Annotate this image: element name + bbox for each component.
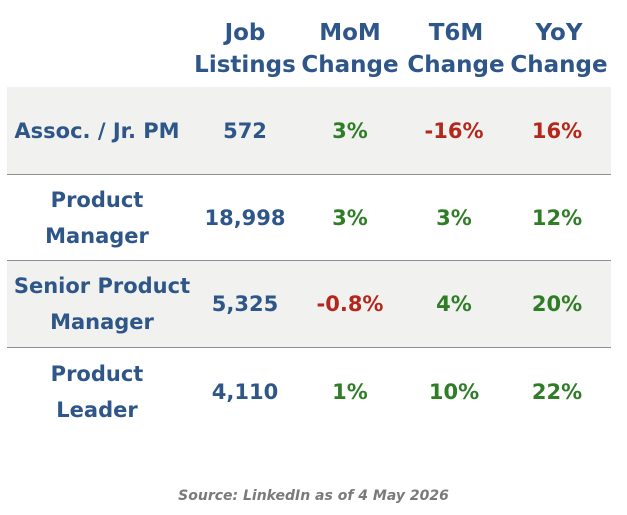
- t6m-value: 3%: [436, 205, 472, 230]
- table-header: Job Listings MoM Change T6M Change YoY C…: [0, 10, 627, 88]
- role-cell: Assoc. / Jr. PM: [7, 87, 187, 174]
- yoy-cell: 20%: [507, 261, 607, 347]
- listings-cell: 5,325: [195, 261, 295, 347]
- listings-cell: 4,110: [195, 348, 295, 436]
- header-mom-change: MoM Change: [297, 10, 403, 88]
- header-job-listings-line2: Listings: [194, 52, 296, 78]
- role-label: Senior Product: [13, 274, 191, 298]
- yoy-value: 22%: [531, 380, 583, 404]
- t6m-value: -16%: [424, 118, 484, 143]
- header-yoy-change-line1: YoY: [535, 20, 583, 46]
- t6m-value: 4%: [436, 292, 472, 316]
- yoy-value: 20%: [531, 292, 583, 316]
- t6m-cell: 10%: [404, 348, 504, 436]
- row-divider: [7, 260, 611, 261]
- role-cell: Product Leader: [7, 348, 187, 436]
- header-mom-change-line2: Change: [301, 52, 399, 78]
- source-note: Source: LinkedIn as of 4 May 2026: [178, 488, 449, 504]
- header-mom-change-line1: MoM: [319, 20, 381, 46]
- role-label: Product: [50, 187, 144, 212]
- yoy-cell: 16%: [507, 87, 607, 174]
- table-row-senior-product-manager: Senior Product Manager 5,325 -0.8% 4% 20…: [7, 261, 611, 347]
- t6m-cell: 3%: [404, 175, 504, 260]
- mom-value: 3%: [332, 118, 368, 143]
- header-t6m-change-line1: T6M: [428, 20, 484, 46]
- yoy-cell: 12%: [507, 175, 607, 260]
- t6m-cell: -16%: [404, 87, 504, 174]
- table-row-product-manager: Product Manager 18,998 3% 3% 12%: [7, 175, 611, 260]
- header-job-listings: Job Listings: [188, 10, 302, 88]
- t6m-value: 10%: [428, 380, 480, 404]
- role-label-line2: Leader: [56, 398, 138, 422]
- row-divider: [7, 347, 611, 348]
- header-yoy-change: YoY Change: [506, 10, 612, 88]
- mom-cell: 3%: [300, 175, 400, 260]
- role-label-line2: Manager: [45, 223, 149, 248]
- yoy-value: 16%: [531, 118, 583, 143]
- t6m-cell: 4%: [404, 261, 504, 347]
- yoy-cell: 22%: [507, 348, 607, 436]
- yoy-value: 12%: [531, 205, 583, 230]
- row-divider: [7, 174, 611, 175]
- listings-value: 4,110: [211, 380, 279, 404]
- mom-cell: 1%: [300, 348, 400, 436]
- listings-value: 18,998: [204, 205, 286, 230]
- header-t6m-change: T6M Change: [402, 10, 510, 88]
- header-t6m-change-line2: Change: [407, 52, 505, 78]
- table-row-product-leader: Product Leader 4,110 1% 10% 22%: [7, 348, 611, 436]
- listings-cell: 18,998: [195, 175, 295, 260]
- mom-value: -0.8%: [316, 292, 384, 316]
- header-job-listings-line1: Job: [224, 20, 266, 46]
- mom-cell: -0.8%: [300, 261, 400, 347]
- mom-value: 1%: [332, 380, 368, 404]
- table-row-assoc-jr-pm: Assoc. / Jr. PM 572 3% -16% 16%: [7, 87, 611, 174]
- mom-value: 3%: [332, 205, 368, 230]
- mom-cell: 3%: [300, 87, 400, 174]
- role-cell: Senior Product Manager: [7, 261, 197, 347]
- role-label: Product: [50, 362, 144, 386]
- listings-value: 572: [223, 118, 267, 143]
- listings-cell: 572: [195, 87, 295, 174]
- listings-value: 5,325: [211, 292, 279, 316]
- role-cell: Product Manager: [7, 175, 187, 260]
- role-label: Assoc. / Jr. PM: [14, 118, 180, 143]
- header-yoy-change-line2: Change: [510, 52, 608, 78]
- role-label-line2: Manager: [50, 310, 154, 334]
